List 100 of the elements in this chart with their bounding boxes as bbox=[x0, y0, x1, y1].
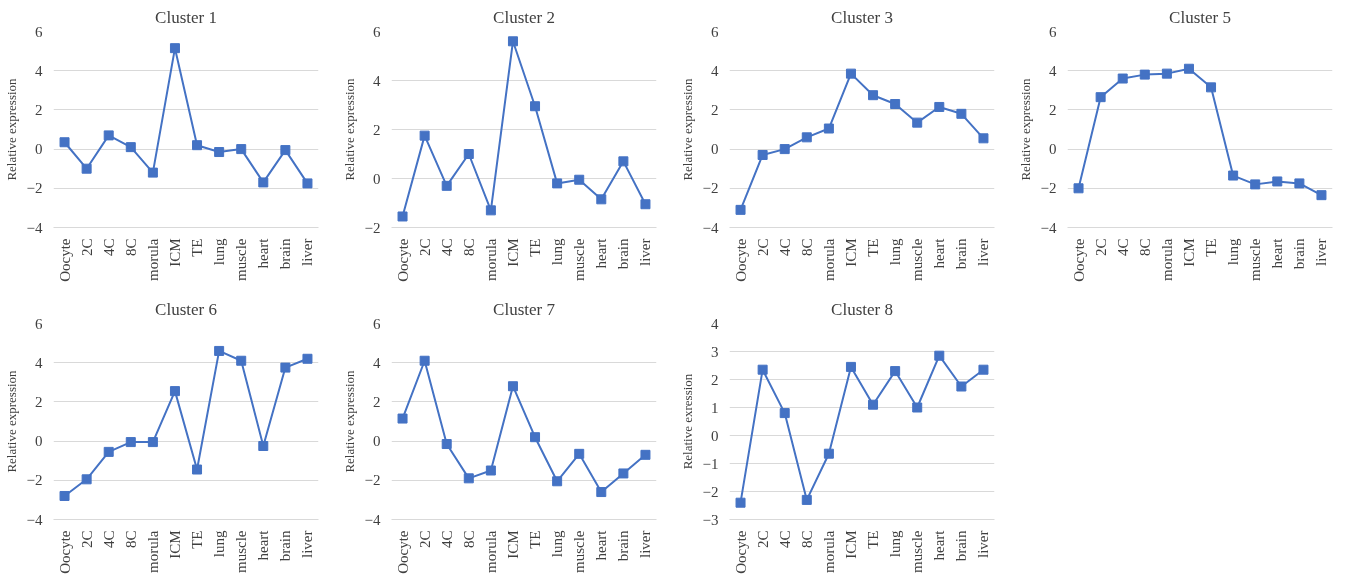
point bbox=[1316, 190, 1327, 201]
point bbox=[1183, 63, 1194, 74]
point bbox=[890, 366, 901, 377]
x-tick-label: lung bbox=[887, 530, 904, 558]
point bbox=[485, 465, 496, 476]
y-tick-label: 6 bbox=[373, 23, 381, 40]
point bbox=[618, 156, 629, 167]
x-tick-label: TE bbox=[189, 530, 206, 549]
x-tick-label: muscle bbox=[909, 530, 926, 573]
y-tick-label: 6 bbox=[1049, 23, 1057, 40]
x-tick-label: TE bbox=[527, 530, 544, 549]
x-tick-label: lung bbox=[887, 238, 904, 266]
point bbox=[530, 101, 541, 112]
x-tick-label: lung bbox=[549, 530, 566, 558]
x-tick-label: 4C bbox=[100, 530, 117, 548]
x-tick-label: morula bbox=[144, 238, 161, 281]
point bbox=[236, 144, 247, 155]
x-tick-label: 2C bbox=[754, 530, 771, 548]
x-tick-label: Oocyte bbox=[56, 530, 73, 574]
chart-title: Cluster 6 bbox=[155, 299, 217, 319]
x-tick-label: brain bbox=[615, 238, 632, 270]
x-tick-label: muscle bbox=[571, 530, 588, 573]
x-tick-label: 2C bbox=[1092, 238, 1109, 256]
x-tick-label: 2C bbox=[78, 530, 95, 548]
point bbox=[823, 123, 834, 134]
x-tick-label: 8C bbox=[798, 530, 815, 548]
point bbox=[441, 180, 452, 191]
x-tick-label: 8C bbox=[460, 530, 477, 548]
point bbox=[169, 386, 180, 397]
x-tick-label: 2C bbox=[754, 238, 771, 256]
point bbox=[280, 362, 291, 373]
x-tick-label: TE bbox=[865, 238, 882, 257]
y-tick-label: 6 bbox=[711, 23, 719, 40]
x-tick-label: liver bbox=[637, 530, 654, 558]
point bbox=[419, 355, 430, 366]
point bbox=[1095, 92, 1106, 103]
point bbox=[103, 446, 114, 457]
x-tick-label: heart bbox=[931, 237, 948, 269]
point bbox=[552, 476, 563, 487]
x-tick-label: 2C bbox=[416, 530, 433, 548]
point bbox=[757, 364, 768, 375]
point bbox=[1272, 176, 1283, 187]
point bbox=[845, 361, 856, 372]
x-tick-label: ICM bbox=[842, 238, 859, 267]
x-tick-label: 4C bbox=[1114, 238, 1131, 256]
y-tick-label: 0 bbox=[373, 170, 381, 187]
x-tick-label: morula bbox=[482, 530, 499, 573]
y-tick-label: 4 bbox=[711, 62, 719, 79]
x-tick-label: liver bbox=[975, 530, 992, 558]
y-tick-label: −2 bbox=[364, 472, 381, 489]
point bbox=[912, 402, 923, 413]
x-tick-label: ICM bbox=[504, 238, 521, 267]
x-tick-label: muscle bbox=[571, 238, 588, 281]
x-tick-label: liver bbox=[1313, 238, 1330, 266]
point bbox=[868, 399, 879, 410]
y-tick-label: −2 bbox=[702, 483, 719, 500]
point bbox=[868, 90, 879, 101]
point bbox=[618, 468, 629, 479]
x-tick-label: 8C bbox=[122, 238, 139, 256]
x-tick-label: ICM bbox=[166, 238, 183, 267]
x-tick-label: muscle bbox=[1247, 238, 1264, 281]
y-tick-label: −4 bbox=[26, 219, 43, 236]
x-tick-label: ICM bbox=[166, 530, 183, 559]
point bbox=[147, 437, 158, 448]
x-tick-label: liver bbox=[975, 238, 992, 266]
point bbox=[1250, 179, 1261, 190]
point bbox=[779, 144, 790, 155]
x-tick-label: brain bbox=[953, 530, 970, 562]
x-tick-label: morula bbox=[1158, 238, 1175, 281]
point bbox=[1228, 170, 1239, 181]
point bbox=[507, 36, 518, 47]
x-tick-label: heart bbox=[593, 237, 610, 269]
chart-title: Cluster 5 bbox=[1169, 7, 1231, 27]
point bbox=[801, 132, 812, 143]
x-tick-label: 8C bbox=[1136, 238, 1153, 256]
point bbox=[258, 441, 269, 451]
x-tick-label: muscle bbox=[233, 238, 250, 281]
x-tick-label: ICM bbox=[842, 530, 859, 559]
point bbox=[956, 381, 967, 392]
point bbox=[125, 142, 136, 153]
point bbox=[890, 99, 901, 110]
x-tick-label: morula bbox=[482, 238, 499, 281]
y-tick-label: 2 bbox=[711, 371, 719, 388]
chart-title: Cluster 3 bbox=[831, 7, 893, 27]
point bbox=[302, 178, 313, 189]
point bbox=[419, 130, 430, 141]
x-tick-label: ICM bbox=[504, 530, 521, 559]
point bbox=[81, 474, 92, 485]
y-tick-label: 1 bbox=[711, 399, 719, 416]
point bbox=[934, 350, 945, 361]
x-tick-label: muscle bbox=[909, 238, 926, 281]
x-tick-label: brain bbox=[1291, 238, 1308, 270]
point bbox=[441, 439, 452, 450]
point bbox=[956, 108, 967, 119]
y-tick-label: −4 bbox=[1040, 219, 1057, 236]
y-tick-label: 2 bbox=[1049, 101, 1057, 118]
y-tick-label: 4 bbox=[373, 72, 381, 89]
chart-title: Cluster 8 bbox=[831, 299, 893, 319]
x-tick-label: TE bbox=[189, 238, 206, 257]
point bbox=[1073, 183, 1084, 194]
